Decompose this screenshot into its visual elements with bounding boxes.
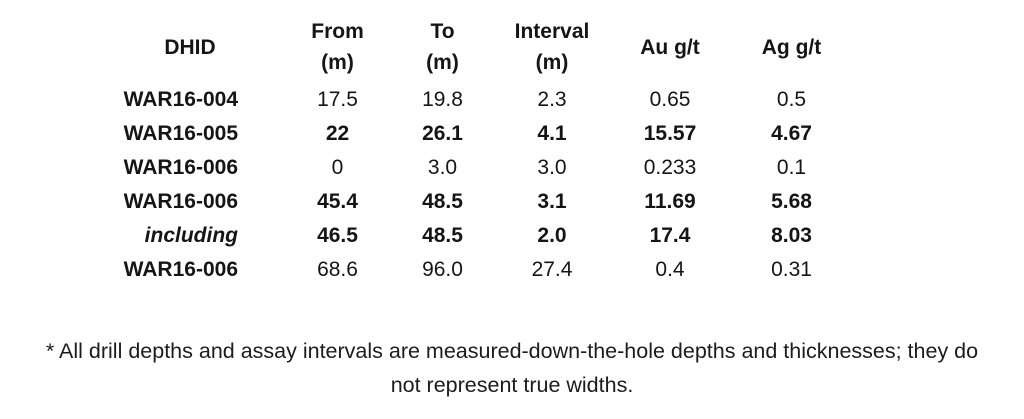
header-interval-unit: (m)	[535, 51, 569, 74]
cell-from: 46.5	[317, 223, 358, 247]
header-from-unit: (m)	[321, 51, 354, 74]
cell-interval: 3.1	[537, 189, 567, 213]
cell-ag: 0.31	[771, 257, 812, 281]
table-row: WAR16-006 0 3.0 3.0 0.233 0.1	[95, 150, 852, 184]
header-dhid: DHID	[95, 32, 285, 63]
footnote: * All drill depths and assay intervals a…	[0, 334, 1024, 402]
cell-dhid: WAR16-004	[123, 87, 238, 111]
cell-from: 68.6	[317, 257, 358, 281]
cell-interval: 3.0	[537, 155, 567, 179]
cell-to: 48.5	[422, 223, 463, 247]
header-ag-label: Ag g/t	[761, 35, 822, 59]
header-au: Au g/t	[609, 32, 731, 63]
header-from: From (m)	[285, 16, 390, 78]
cell-from: 22	[325, 121, 350, 145]
cell-dhid: WAR16-006	[123, 189, 238, 213]
header-to-unit: (m)	[426, 51, 459, 74]
cell-au: 15.57	[643, 121, 697, 145]
cell-au: 17.4	[649, 223, 691, 247]
header-interval: Interval (m)	[495, 16, 609, 78]
cell-ag: 0.1	[776, 155, 807, 179]
footnote-line-2: not represent true widths.	[390, 373, 634, 397]
cell-from: 17.5	[317, 87, 358, 111]
cell-to: 26.1	[422, 121, 463, 145]
table-row: WAR16-006 45.4 48.5 3.1 11.69 5.68	[95, 184, 852, 218]
cell-au: 0.233	[643, 155, 697, 179]
cell-to: 48.5	[422, 189, 463, 213]
cell-from: 45.4	[317, 189, 358, 213]
cell-interval: 2.3	[537, 87, 567, 111]
footnote-line-1: * All drill depths and assay intervals a…	[45, 339, 979, 363]
table-row: WAR16-004 17.5 19.8 2.3 0.65 0.5	[95, 82, 852, 116]
cell-ag: 8.03	[771, 223, 812, 247]
header-to: To (m)	[390, 16, 495, 78]
table-header-row: DHID From (m) To (m) Interval (m) Au g/t…	[95, 12, 852, 82]
cell-au: 0.4	[655, 257, 685, 281]
cell-to: 3.0	[427, 155, 458, 179]
header-to-label: To	[430, 20, 455, 43]
cell-ag: 4.67	[771, 121, 812, 145]
cell-au: 11.69	[644, 189, 696, 213]
header-au-label: Au g/t	[640, 35, 700, 59]
header-ag: Ag g/t	[731, 32, 852, 63]
cell-dhid: WAR16-006	[123, 257, 238, 281]
drill-results-table: DHID From (m) To (m) Interval (m) Au g/t…	[95, 12, 852, 286]
cell-interval: 4.1	[537, 121, 567, 145]
cell-to: 96.0	[422, 257, 463, 281]
cell-au: 0.65	[649, 87, 691, 111]
cell-dhid: WAR16-006	[123, 155, 238, 179]
cell-from: 0	[331, 155, 344, 179]
cell-dhid: including	[144, 223, 238, 247]
cell-interval: 2.0	[537, 223, 567, 247]
header-dhid-label: DHID	[164, 35, 216, 59]
table-row: WAR16-006 68.6 96.0 27.4 0.4 0.31	[95, 252, 852, 286]
cell-ag: 5.68	[771, 189, 812, 213]
cell-to: 19.8	[422, 87, 463, 111]
table-row-including: including 46.5 48.5 2.0 17.4 8.03	[95, 218, 852, 252]
cell-interval: 27.4	[531, 257, 573, 281]
table-row: WAR16-005 22 26.1 4.1 15.57 4.67	[95, 116, 852, 150]
cell-dhid: WAR16-005	[123, 121, 238, 145]
header-from-label: From	[311, 20, 364, 43]
cell-ag: 0.5	[776, 87, 807, 111]
header-interval-label: Interval	[514, 20, 590, 43]
